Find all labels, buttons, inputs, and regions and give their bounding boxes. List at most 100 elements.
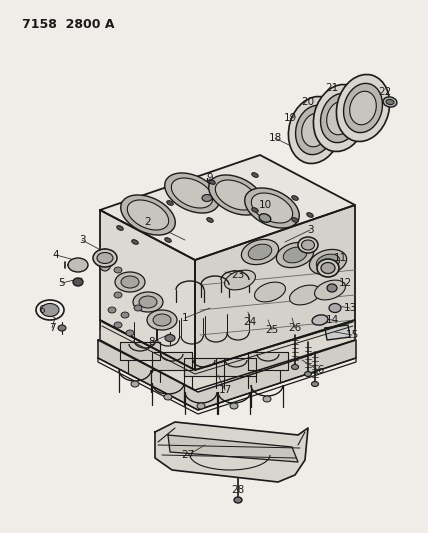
Ellipse shape (251, 193, 293, 223)
Ellipse shape (114, 292, 122, 298)
Polygon shape (100, 155, 355, 260)
Polygon shape (184, 358, 224, 376)
Ellipse shape (288, 96, 342, 164)
Polygon shape (248, 352, 288, 370)
Ellipse shape (164, 394, 172, 400)
Ellipse shape (131, 381, 139, 387)
Text: 1: 1 (182, 313, 188, 323)
Ellipse shape (171, 178, 213, 208)
Ellipse shape (209, 180, 215, 184)
Ellipse shape (336, 75, 389, 142)
Text: 23: 23 (232, 270, 245, 280)
Polygon shape (120, 342, 160, 360)
Ellipse shape (315, 280, 345, 300)
Ellipse shape (153, 314, 171, 326)
Ellipse shape (350, 91, 376, 125)
Ellipse shape (134, 305, 142, 311)
Ellipse shape (383, 97, 397, 107)
Ellipse shape (126, 330, 134, 336)
Text: 27: 27 (181, 450, 195, 460)
Text: 11: 11 (333, 253, 347, 263)
Text: 5: 5 (59, 278, 65, 288)
Text: 3: 3 (307, 225, 313, 235)
Text: 25: 25 (265, 325, 279, 335)
Text: 17: 17 (218, 385, 232, 395)
Ellipse shape (117, 225, 123, 230)
Text: 9: 9 (207, 173, 213, 183)
Ellipse shape (121, 312, 129, 318)
Polygon shape (98, 340, 356, 410)
Ellipse shape (93, 249, 117, 267)
Text: 14: 14 (325, 315, 339, 325)
Ellipse shape (317, 259, 339, 277)
Text: 10: 10 (259, 200, 271, 210)
Polygon shape (168, 435, 298, 462)
Ellipse shape (73, 278, 83, 286)
Text: 26: 26 (288, 323, 302, 333)
Text: 24: 24 (244, 317, 257, 327)
Ellipse shape (121, 195, 175, 235)
Polygon shape (100, 320, 355, 390)
Ellipse shape (304, 372, 312, 376)
Ellipse shape (207, 217, 213, 222)
Ellipse shape (312, 382, 318, 386)
Ellipse shape (291, 365, 298, 369)
Polygon shape (155, 422, 308, 482)
Text: 2: 2 (145, 217, 152, 227)
Text: 18: 18 (268, 133, 282, 143)
Ellipse shape (259, 214, 271, 222)
Ellipse shape (292, 217, 298, 222)
Ellipse shape (321, 93, 360, 143)
Ellipse shape (302, 113, 328, 147)
Ellipse shape (245, 188, 299, 228)
Ellipse shape (197, 403, 205, 409)
Ellipse shape (344, 83, 383, 133)
Ellipse shape (115, 272, 145, 292)
Text: 21: 21 (325, 83, 339, 93)
Ellipse shape (127, 200, 169, 230)
Ellipse shape (132, 240, 138, 244)
Ellipse shape (202, 195, 212, 201)
Polygon shape (216, 358, 256, 376)
Text: 16: 16 (312, 365, 324, 375)
Ellipse shape (296, 106, 334, 155)
Ellipse shape (68, 258, 88, 272)
Ellipse shape (252, 173, 258, 177)
Text: 15: 15 (345, 330, 359, 340)
Ellipse shape (209, 175, 263, 215)
Text: 8: 8 (149, 337, 155, 347)
Text: 3: 3 (79, 235, 85, 245)
Ellipse shape (307, 213, 313, 217)
Ellipse shape (147, 310, 177, 330)
Ellipse shape (167, 200, 173, 205)
Ellipse shape (312, 315, 328, 325)
Polygon shape (325, 325, 350, 340)
Ellipse shape (58, 325, 66, 331)
Ellipse shape (298, 237, 318, 253)
Ellipse shape (165, 335, 175, 342)
Text: 22: 22 (378, 87, 392, 97)
Text: 6: 6 (39, 305, 45, 315)
Text: 20: 20 (301, 97, 315, 107)
Ellipse shape (289, 285, 321, 305)
Ellipse shape (121, 276, 139, 288)
Polygon shape (100, 210, 195, 370)
Ellipse shape (309, 249, 347, 274)
Ellipse shape (215, 180, 257, 210)
Ellipse shape (165, 238, 171, 243)
Ellipse shape (276, 243, 314, 268)
Polygon shape (195, 205, 355, 370)
Ellipse shape (114, 322, 122, 328)
Ellipse shape (252, 208, 258, 212)
Text: 7158  2800 A: 7158 2800 A (22, 18, 115, 31)
Ellipse shape (301, 240, 315, 250)
Ellipse shape (165, 173, 219, 213)
Text: 13: 13 (343, 303, 357, 313)
Ellipse shape (41, 303, 59, 317)
Ellipse shape (230, 403, 238, 409)
Text: 28: 28 (232, 485, 245, 495)
Ellipse shape (263, 396, 271, 402)
Ellipse shape (283, 247, 307, 263)
Ellipse shape (292, 196, 298, 200)
Ellipse shape (139, 296, 157, 308)
